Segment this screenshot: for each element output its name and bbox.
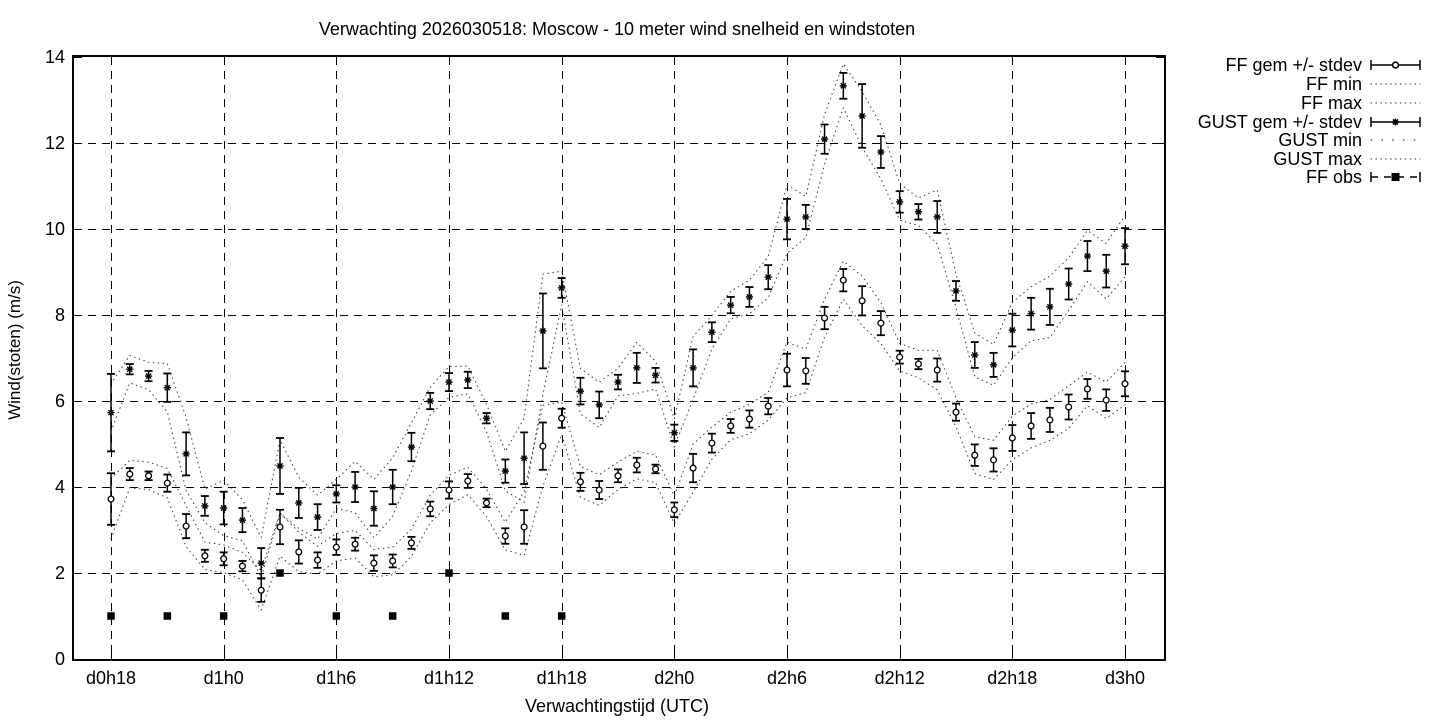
svg-text:0: 0: [55, 649, 65, 669]
svg-text:d1h6: d1h6: [316, 668, 356, 688]
svg-text:8: 8: [55, 305, 65, 325]
svg-text:GUST max: GUST max: [1273, 149, 1362, 169]
svg-text:d2h18: d2h18: [987, 668, 1037, 688]
svg-text:d1h12: d1h12: [424, 668, 474, 688]
svg-text:d3h0: d3h0: [1105, 668, 1145, 688]
svg-text:GUST min: GUST min: [1278, 130, 1362, 150]
svg-text:FF gem +/- stdev: FF gem +/- stdev: [1225, 55, 1362, 75]
svg-text:Verwachtingstijd (UTC): Verwachtingstijd (UTC): [525, 696, 709, 716]
svg-text:FF max: FF max: [1301, 93, 1362, 113]
svg-text:d2h12: d2h12: [875, 668, 925, 688]
svg-text:FF obs: FF obs: [1306, 167, 1362, 187]
svg-text:d1h0: d1h0: [204, 668, 244, 688]
svg-text:4: 4: [55, 477, 65, 497]
svg-text:d2h0: d2h0: [654, 668, 694, 688]
svg-text:6: 6: [55, 391, 65, 411]
svg-text:14: 14: [45, 47, 65, 67]
svg-text:Wind(stoten) (m/s): Wind(stoten) (m/s): [5, 280, 24, 420]
svg-text:d1h18: d1h18: [537, 668, 587, 688]
svg-text:Verwachting 2026030518: Moscow: Verwachting 2026030518: Moscow - 10 mete…: [319, 19, 915, 39]
svg-text:2: 2: [55, 563, 65, 583]
svg-text:GUST gem +/- stdev: GUST gem +/- stdev: [1198, 112, 1362, 132]
svg-text:10: 10: [45, 219, 65, 239]
svg-text:d0h18: d0h18: [86, 668, 136, 688]
svg-text:FF min: FF min: [1306, 74, 1362, 94]
svg-text:d2h6: d2h6: [767, 668, 807, 688]
svg-text:12: 12: [45, 133, 65, 153]
